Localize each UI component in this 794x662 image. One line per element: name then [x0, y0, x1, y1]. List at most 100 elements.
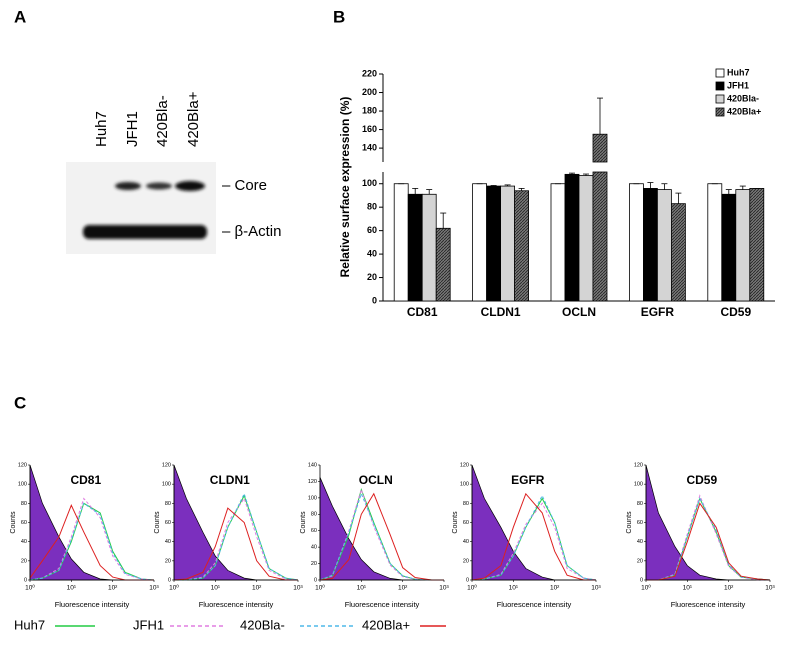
- band: [115, 182, 141, 190]
- panel-label: A: [14, 7, 26, 26]
- y-tick-label: 180: [362, 105, 377, 115]
- y-tick-label: 100: [362, 178, 377, 188]
- x-axis-title: Fluorescence intensity: [671, 600, 746, 609]
- y-tick-label: 220: [362, 68, 377, 78]
- y-axis-title: Counts: [154, 511, 161, 534]
- histogram-line: [646, 502, 771, 581]
- x-tick-label: 10³: [149, 585, 159, 592]
- x-tick-label: 10⁰: [641, 584, 651, 592]
- legend-label: 420Bla-: [240, 617, 285, 632]
- lane-label: Huh7: [93, 111, 110, 147]
- histogram-line: [29, 502, 155, 581]
- y-tick-label: 80: [311, 512, 317, 518]
- y-tick-label: 0: [372, 295, 377, 305]
- y-tick-label: 80: [367, 202, 377, 212]
- y-tick-label: 40: [637, 539, 643, 545]
- legend-swatch: [715, 81, 725, 91]
- panel-title: OCLN: [359, 473, 393, 487]
- y-tick-label: 140: [362, 142, 377, 152]
- legend-label: 420Bla+: [362, 617, 410, 632]
- x-tick-label: 10¹: [67, 585, 77, 592]
- panel-title: CD81: [70, 473, 101, 487]
- y-axis-title: Counts: [626, 511, 633, 534]
- bar: [500, 185, 516, 302]
- legend-swatch: [715, 68, 725, 78]
- bar: [671, 203, 686, 302]
- x-tick-label: CD81: [407, 305, 438, 319]
- bar: [486, 185, 502, 302]
- histogram-line: [319, 492, 444, 581]
- bar: [707, 183, 723, 302]
- y-tick-label: 140: [308, 462, 317, 468]
- histogram-line: [174, 492, 299, 581]
- x-tick-label: CLDN1: [481, 305, 521, 319]
- y-tick-label: 80: [21, 501, 27, 507]
- y-tick-label: 20: [311, 561, 317, 567]
- x-axis-title: Fluorescence intensity: [199, 600, 274, 609]
- bar: [550, 183, 566, 302]
- bar: [721, 193, 737, 302]
- x-tick-label: 10¹: [357, 585, 367, 592]
- y-axis-title: Counts: [452, 511, 459, 534]
- y-tick-label: 60: [367, 225, 377, 235]
- bar: [564, 173, 580, 302]
- x-tick-label: 10³: [293, 585, 303, 592]
- x-axis-title: Fluorescence intensity: [345, 600, 420, 609]
- y-tick-label: 120: [634, 462, 643, 468]
- y-tick-label: 120: [18, 462, 27, 468]
- x-tick-label: 10²: [108, 585, 118, 592]
- histogram-line: [471, 494, 597, 581]
- legend-label: Huh7: [14, 617, 45, 632]
- y-tick-label: 80: [637, 501, 643, 507]
- legend-label: 420Bla-: [727, 93, 759, 103]
- bar: [643, 188, 658, 302]
- legend-label: JFH1: [133, 617, 164, 632]
- x-tick-label: 10³: [439, 585, 449, 592]
- y-tick-label: 100: [460, 482, 469, 488]
- band-label: – β-Actin: [222, 223, 281, 240]
- y-tick-label: 0: [466, 577, 469, 583]
- bar: [735, 189, 751, 302]
- x-tick-label: 10¹: [683, 585, 693, 592]
- bar: [629, 183, 644, 302]
- histogram-line: [471, 492, 596, 581]
- legend-swatch: [715, 94, 725, 104]
- y-tick-label: 20: [463, 558, 469, 564]
- x-tick-label: EGFR: [641, 305, 675, 319]
- bar: [407, 193, 423, 302]
- band: [175, 181, 205, 191]
- y-tick-label: 120: [308, 479, 317, 485]
- panel-title: EGFR: [511, 473, 545, 487]
- x-axis-title: Fluorescence intensity: [55, 600, 130, 609]
- y-tick-label: 100: [18, 482, 27, 488]
- y-tick-label: 60: [637, 520, 643, 526]
- x-tick-label: OCLN: [562, 305, 596, 319]
- band-label: – Core: [222, 177, 267, 194]
- bar: [435, 227, 451, 302]
- y-tick-label: 100: [308, 495, 317, 501]
- panel-title: CLDN1: [210, 473, 250, 487]
- y-tick-label: 40: [367, 248, 377, 258]
- y-tick-label: 40: [463, 539, 469, 545]
- legend-label: JFH1: [727, 80, 749, 90]
- y-tick-label: 20: [637, 558, 643, 564]
- bar: [514, 190, 529, 302]
- legend-swatch: [715, 107, 725, 117]
- y-tick-label: 100: [162, 482, 171, 488]
- band: [83, 225, 207, 239]
- y-tick-label: 80: [463, 501, 469, 507]
- bar: [657, 189, 672, 302]
- bar: [749, 188, 765, 302]
- blot-background: [66, 162, 216, 254]
- y-tick-label: 0: [640, 577, 643, 583]
- x-tick-label: 10⁰: [467, 584, 477, 592]
- y-tick-label: 120: [162, 462, 171, 468]
- y-tick-label: 20: [367, 272, 377, 282]
- y-tick-label: 0: [314, 577, 317, 583]
- y-tick-label: 60: [165, 520, 171, 526]
- panel-label: C: [14, 393, 26, 412]
- x-tick-label: 10¹: [509, 585, 519, 592]
- x-tick-label: 10⁰: [25, 584, 35, 592]
- band: [146, 182, 172, 190]
